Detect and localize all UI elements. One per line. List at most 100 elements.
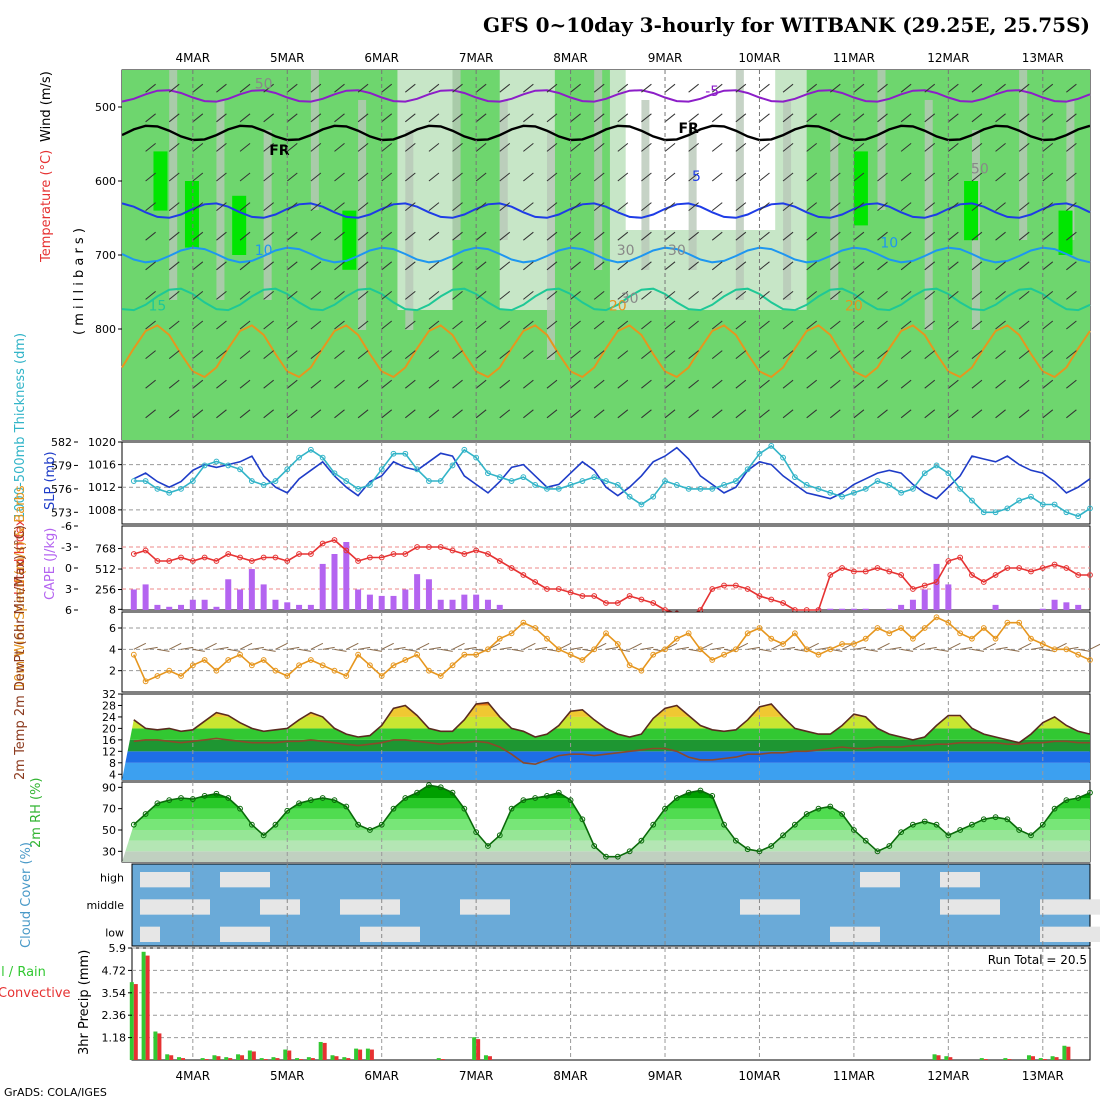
lifted-tick-label: -6 [61,520,72,533]
rh-line-point [969,821,975,828]
cloud-block [740,899,800,915]
wind-barb [310,83,322,93]
surface-wind-barb [381,642,394,650]
lifted-index-line-point [449,547,456,554]
wind-barb [546,143,558,152]
wind-barb [948,379,959,389]
wind-barb [664,172,676,182]
thickness-line-point [331,470,338,477]
surface-wind-barb [535,646,548,650]
rh-line-point [815,805,822,812]
wind-barb [853,202,865,211]
wind-barb [948,172,959,182]
wind-barb [405,350,416,359]
rh-line-point [284,807,291,814]
surface-wind-barb [192,648,205,652]
lifted-index-line-point [284,558,291,564]
wind-barb [1042,350,1054,359]
precip-convective-bar [322,1042,327,1060]
wind-barb [617,379,629,389]
precip-convective-bar [145,955,150,1060]
wind-speed-line-point [851,641,857,647]
ylabel-wind: Wind (m/s) [39,71,54,142]
surface-wind-barb [877,642,890,650]
surface-wind-barb [759,648,772,652]
wind-barb [1018,172,1030,182]
ylabel-rh: RH (%) [39,260,54,305]
wind-barb [145,231,156,241]
wind-barb [570,83,581,93]
wind-barb [357,261,369,271]
thickness-line-point [673,482,680,488]
wind-barb [263,291,274,300]
wind-barb [877,143,888,152]
lifted-index-line-point [1075,572,1082,578]
wind-speed-line-point [154,673,161,679]
wind-barb [570,350,581,359]
surface-wind-barb [168,642,182,650]
lifted-index-line-point [1087,572,1093,578]
lifted-index-line-point [1016,565,1023,571]
wind-barb [310,113,322,123]
thickness-line-point [780,454,786,461]
cape-bar [909,599,916,610]
wind-barb [570,143,581,152]
lifted-index-line-point [886,568,893,575]
top-day-labels: 4MAR 5MAR 6MAR 7MAR 8MAR 9MAR 10MAR 11MAR 12MAR 1… [176,51,1064,65]
wind-barb [900,83,912,93]
thickness-line-point [496,474,503,481]
wind-barb [334,202,345,211]
wind-barb [334,231,345,241]
precip-total-bar [483,1055,488,1060]
top-day-label: 13MAR [1022,51,1064,65]
wind-barb [853,350,865,359]
rh-line-point [638,837,645,844]
wind-barb [310,291,322,300]
precip-total-bar [141,951,146,1060]
wind-barb [924,350,936,359]
wind-barb [263,231,274,241]
wind-barb [995,350,1006,359]
cloud-block [1040,899,1100,915]
rh-line-point [142,811,149,817]
wind-barb [357,83,369,93]
wind-speed-line-point [130,651,137,658]
wind-barb [357,113,369,123]
wind-speed-line-point [1016,619,1023,626]
thickness-line-point [874,478,881,484]
lifted-index-line-point [260,554,267,561]
wind-speed-line-point [248,662,255,669]
wind-barb [735,350,747,359]
surface-wind-barb [464,646,477,650]
cape-bar [284,602,291,610]
wind-barb [475,202,487,211]
lifted-index-line-point [614,600,621,606]
wind-barb [853,291,865,300]
wind-speed-line-point [437,673,444,679]
wind-barb [829,291,841,300]
wind-barb [428,143,440,152]
cape-bar [898,604,905,610]
precip-axis: 1.18 2.36 3.54 4.72 5.9 [102,942,132,1045]
lifted-index-line-point [272,554,279,561]
panel-precip: 1.18 2.36 3.54 4.72 5.9 Run Total = 20.5 3hr… [0,942,1091,1061]
wind-barb [145,350,156,359]
rh-line-point [485,843,491,849]
thickness-line-point [697,485,704,492]
wind-barb [475,350,487,359]
wind-barb [523,350,534,359]
wind-barb [263,350,274,359]
thickness-line-point [851,489,857,496]
cloud-axis: high middle low [86,872,124,940]
precip-convective-bar [948,1057,953,1060]
precip-convective-bar [133,984,138,1060]
surface-wind-barb [747,646,760,650]
thickness-line-point [154,485,161,492]
cape-bar [886,608,893,610]
precip-total-bar [271,1057,276,1060]
wind-barb [168,143,180,152]
surface-wind-barb [912,642,926,650]
wind-barb [499,350,511,359]
contour-label: 10 [255,243,273,259]
bottom-day-label: 13MAR [1022,1069,1064,1083]
